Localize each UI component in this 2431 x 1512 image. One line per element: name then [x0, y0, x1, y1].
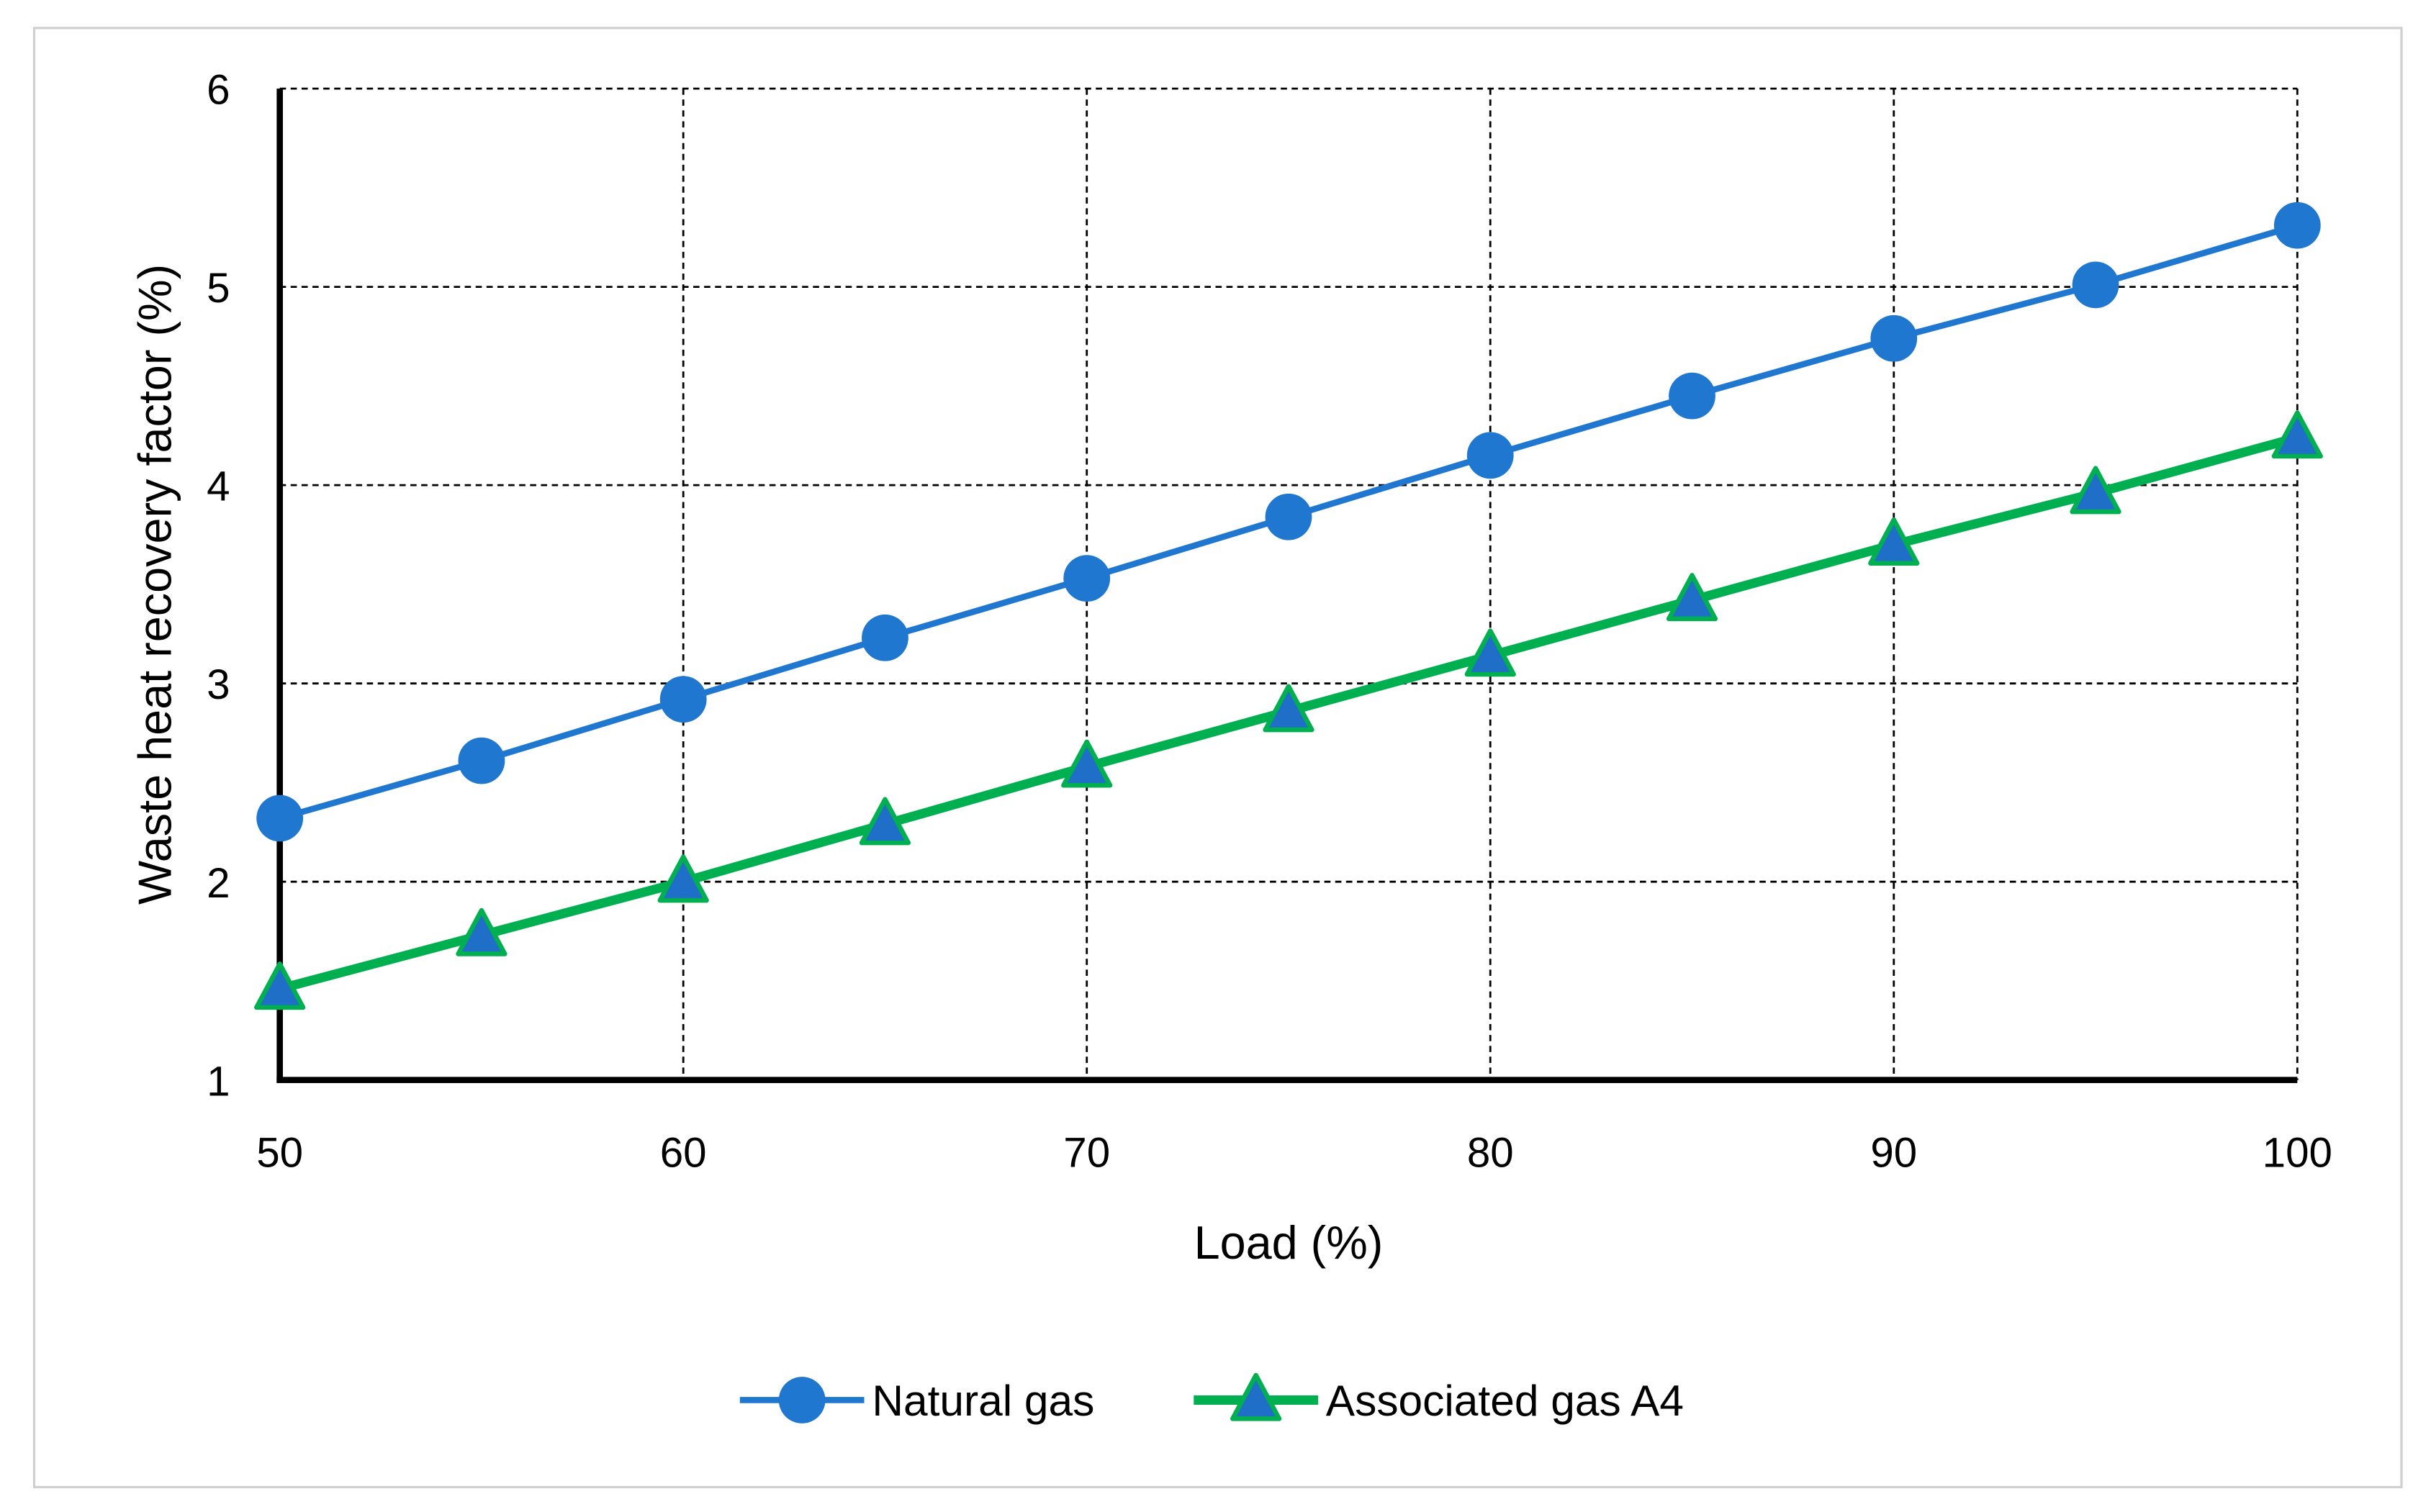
point-triangle: [254, 961, 306, 1010]
point-circle: [256, 795, 304, 842]
point-triangle: [1230, 1372, 1282, 1421]
chart-frame: [32, 27, 2403, 1489]
y-tick-label: 2: [207, 860, 230, 907]
point-circle: [778, 1377, 826, 1423]
grid: [279, 87, 2299, 1080]
point-circle: [1669, 372, 1715, 420]
point-circle: [2072, 261, 2119, 309]
y-tick-label: 5: [207, 265, 230, 312]
y-tick-label: 3: [207, 661, 230, 708]
point-triangle: [1061, 739, 1113, 788]
point-triangle: [2070, 466, 2121, 515]
legend-label: Associated gas A4: [1326, 1376, 1684, 1425]
point-triangle: [1868, 517, 1920, 566]
point-circle: [458, 737, 505, 784]
y-axis-label: Waste heat recovery factor (%): [129, 264, 181, 905]
x-tick-label: 100: [2263, 1130, 2332, 1177]
point-circle: [1870, 314, 1918, 362]
point-circle: [2273, 202, 2321, 249]
legend-item-1: Associated gas A4: [1194, 1372, 1684, 1425]
legend: Natural gas Associated gas A4: [739, 1372, 1684, 1425]
x-tick-label: 60: [660, 1130, 707, 1177]
y-tick-label: 4: [207, 463, 230, 510]
point-circle: [1466, 432, 1514, 479]
series-1: [254, 410, 2323, 1010]
x-tick-label: 70: [1063, 1130, 1110, 1177]
point-triangle: [657, 854, 709, 903]
point-circle: [1265, 493, 1312, 540]
series-0: [256, 202, 2321, 842]
point-triangle: [1464, 628, 1516, 677]
x-tick-label: 80: [1467, 1130, 1514, 1177]
point-triangle: [1263, 684, 1314, 733]
point-circle: [659, 676, 707, 723]
point-circle: [862, 614, 908, 661]
legend-label: Natural gas: [872, 1376, 1094, 1425]
series-layer: [254, 202, 2323, 1010]
x-tick-label: 50: [256, 1130, 303, 1177]
tick-labels: 1 2 3 4 5 6 50 60 70 80 90 100: [207, 67, 2332, 1177]
x-tick-label: 90: [1870, 1130, 1917, 1177]
point-triangle: [859, 797, 911, 846]
point-triangle: [2271, 410, 2323, 459]
point-triangle: [1666, 573, 1718, 622]
y-tick-label: 6: [207, 67, 230, 114]
point-circle: [1063, 555, 1111, 602]
point-triangle: [456, 907, 508, 956]
y-tick-label: 1: [207, 1058, 230, 1105]
x-axis-label: Load (%): [1194, 1216, 1384, 1269]
axes: [276, 89, 2298, 1084]
legend-item-0: Natural gas: [739, 1376, 1094, 1425]
